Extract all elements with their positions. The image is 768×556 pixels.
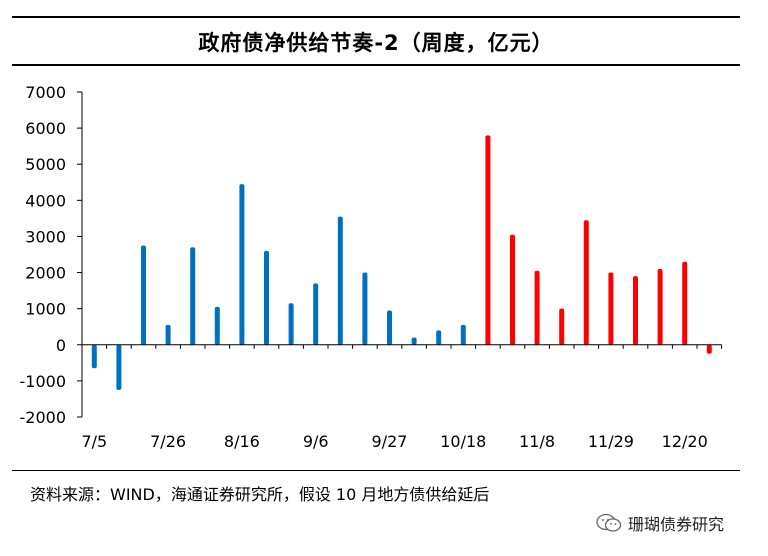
x-tick-label: 9/27 <box>372 432 408 451</box>
chart-title: 政府债净供给节奏-2（周度，亿元） <box>198 31 554 55</box>
title-bar: 政府债净供给节奏-2（周度，亿元） <box>12 16 740 66</box>
bar-assumed <box>583 220 589 345</box>
bar-assumed <box>682 261 688 345</box>
bar-actual <box>165 324 171 345</box>
bar-actual <box>411 337 417 345</box>
bar-actual <box>141 245 146 345</box>
bar-assumed <box>706 344 712 354</box>
bar-actual <box>214 306 220 345</box>
bar-assumed <box>485 135 491 345</box>
wechat-icon <box>596 513 622 532</box>
x-tick-label: 10/18 <box>440 432 486 451</box>
y-tick-label: 2000 <box>25 264 66 283</box>
bar-actual <box>387 310 392 345</box>
bar-actual <box>436 330 442 345</box>
y-tick-label: 3000 <box>25 227 66 246</box>
bar-assumed <box>559 308 565 345</box>
bar-actual <box>288 303 294 345</box>
x-tick-label: 11/29 <box>588 432 634 451</box>
bar-actual <box>91 344 97 369</box>
y-tick-label: -1000 <box>20 372 67 391</box>
bar-assumed <box>534 270 540 345</box>
x-tick-label: 7/26 <box>150 432 186 451</box>
x-tick-label: 11/8 <box>519 432 555 451</box>
bar-actual <box>313 283 319 345</box>
y-tick-label: 6000 <box>25 119 66 138</box>
watermark-label: 珊瑚债券研究 <box>628 515 725 534</box>
x-tick-label: 9/6 <box>303 432 329 451</box>
bar-assumed <box>633 276 638 345</box>
x-tick-label: 8/16 <box>224 432 260 451</box>
y-tick-label: 7000 <box>25 83 66 102</box>
bar-actual <box>337 216 343 345</box>
bar-actual <box>239 184 245 345</box>
y-tick-label: 1000 <box>25 300 66 319</box>
bar-actual <box>362 272 368 345</box>
bar-actual <box>190 247 196 345</box>
bar-assumed <box>657 268 663 345</box>
y-tick-label: 5000 <box>25 155 66 174</box>
x-tick-label: 12/20 <box>662 432 708 451</box>
y-tick-label: -2000 <box>20 408 67 427</box>
bar-assumed <box>608 272 614 345</box>
x-tick-label: 7/5 <box>81 432 107 451</box>
bar-assumed <box>510 234 515 345</box>
watermark: 珊瑚债券研究 <box>596 511 724 535</box>
chart: -2000 -1000 0 1000 2000 3000 4000 5000 6000 7000 7… <box>20 83 723 451</box>
footer-divider <box>12 470 740 471</box>
y-tick-label: 4000 <box>25 191 66 210</box>
bar-actual <box>460 324 466 345</box>
y-tick-label: 0 <box>56 336 66 355</box>
bar-actual <box>116 344 122 390</box>
source-note: 资料来源：WIND，海通证券研究所，假设 10 月地方债供给延后 <box>30 485 490 504</box>
bar-actual <box>264 250 269 345</box>
